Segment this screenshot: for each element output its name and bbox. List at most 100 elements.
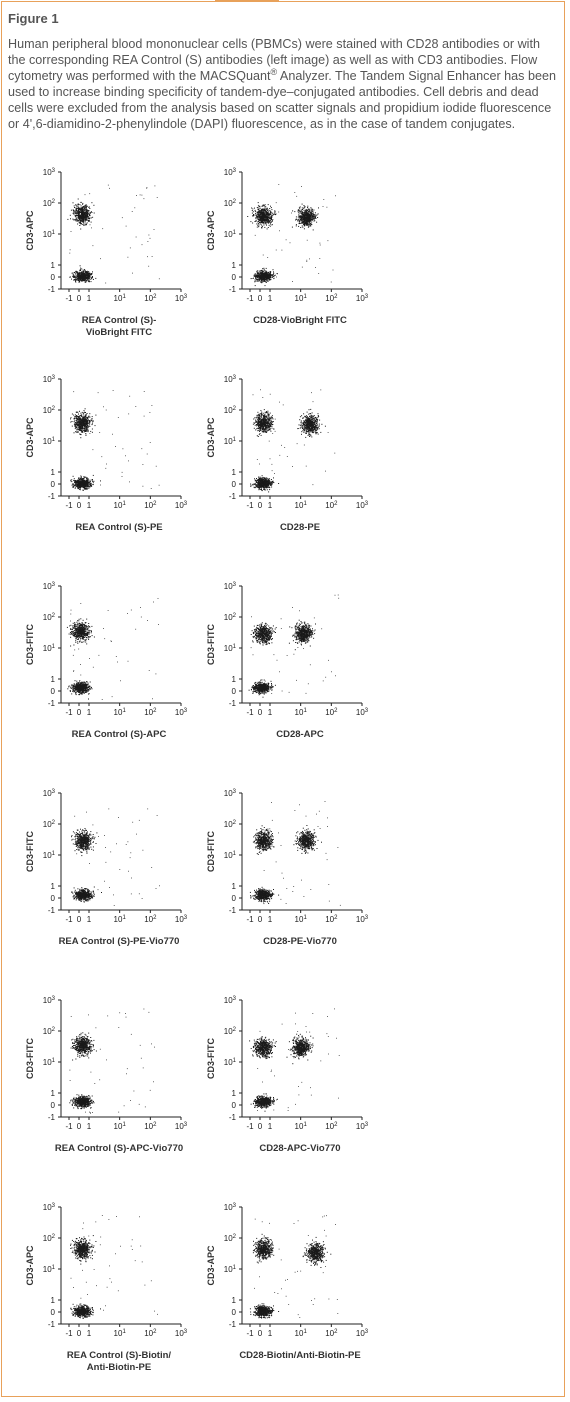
event-dot xyxy=(84,415,86,417)
event-dot xyxy=(81,431,83,433)
event-dot xyxy=(86,213,88,215)
event-dot xyxy=(266,215,268,217)
event-dot xyxy=(77,487,79,489)
event-dot xyxy=(257,422,259,423)
event-dot xyxy=(271,417,273,418)
event-dot xyxy=(263,272,265,274)
event-dot xyxy=(91,418,93,419)
event-dot xyxy=(95,414,97,416)
event-dot xyxy=(85,208,87,210)
event-dot xyxy=(259,277,261,279)
event-dot xyxy=(258,205,260,207)
event-dot xyxy=(85,277,86,279)
event-dot xyxy=(90,482,92,484)
event-dot xyxy=(87,215,89,217)
event-dot xyxy=(315,429,317,431)
event-dot xyxy=(83,220,85,222)
event-dot xyxy=(79,483,81,485)
event-dot xyxy=(260,426,262,428)
event-dot xyxy=(301,207,303,209)
y-tick-label: 0 xyxy=(232,273,237,282)
event-dot xyxy=(267,424,269,426)
event-dot xyxy=(76,482,78,484)
event-dot xyxy=(78,278,80,280)
event-dot xyxy=(315,417,317,418)
event-dot xyxy=(77,275,79,277)
event-dot xyxy=(250,484,252,486)
event-dot xyxy=(85,485,87,487)
event-dot xyxy=(316,418,318,420)
event-dot xyxy=(85,275,87,276)
event-dot xyxy=(84,484,86,486)
event-dot xyxy=(310,426,312,428)
event-dot xyxy=(272,274,274,276)
event-dot xyxy=(314,428,315,429)
event-dot xyxy=(302,226,304,228)
event-dot xyxy=(313,422,315,424)
event-dot xyxy=(91,423,93,425)
event-dot xyxy=(82,221,84,223)
event-dot xyxy=(76,429,78,431)
event-dot xyxy=(92,271,93,273)
event-dot xyxy=(315,421,317,422)
event-dot xyxy=(255,212,257,214)
x-tick-label: 103 xyxy=(356,294,369,303)
event-dot xyxy=(77,219,79,221)
event-dot xyxy=(85,418,87,420)
event-dot xyxy=(306,221,308,223)
event-dot xyxy=(255,220,257,222)
event-dot xyxy=(270,217,271,219)
event-dot xyxy=(260,276,262,277)
event-dot xyxy=(78,209,79,211)
event-dot xyxy=(268,277,270,279)
event-dot xyxy=(82,214,84,216)
event-dot xyxy=(317,413,319,415)
event-dot xyxy=(300,227,302,228)
event-dot xyxy=(311,221,313,223)
event-dot xyxy=(73,485,75,487)
event-dot xyxy=(267,219,269,220)
x-tick-label: 101 xyxy=(114,294,127,303)
event-dot xyxy=(81,277,83,279)
event-dot xyxy=(270,275,272,276)
event-dot xyxy=(253,427,255,429)
event-dot xyxy=(306,222,308,224)
event-dot xyxy=(268,420,270,422)
event-dot xyxy=(151,256,153,257)
event-dot xyxy=(255,217,257,219)
event-dot xyxy=(77,278,79,279)
event-dot xyxy=(267,426,269,428)
event-dot xyxy=(85,272,86,274)
event-dot xyxy=(256,424,257,425)
event-dot xyxy=(89,193,91,195)
event-dot xyxy=(75,431,77,433)
event-dot xyxy=(260,215,262,217)
event-dot xyxy=(83,205,85,207)
event-dot xyxy=(88,218,90,219)
event-dot xyxy=(73,421,75,423)
figure-title: Figure 1 xyxy=(8,11,59,26)
event-dot xyxy=(89,481,91,483)
event-dot xyxy=(83,276,84,278)
event-dot xyxy=(84,222,86,224)
event-dot xyxy=(261,213,263,215)
event-dot xyxy=(269,271,271,272)
event-dot xyxy=(298,214,300,216)
event-dot xyxy=(303,221,305,223)
event-dot xyxy=(309,217,311,219)
event-dot xyxy=(304,426,306,428)
event-dot xyxy=(264,423,266,425)
event-dot xyxy=(80,223,82,225)
event-dot xyxy=(87,419,89,421)
event-dot xyxy=(264,271,266,273)
event-dot xyxy=(85,209,87,211)
event-dot xyxy=(86,419,88,421)
event-dot xyxy=(263,215,265,217)
event-dot xyxy=(149,237,151,239)
event-dot xyxy=(86,222,88,224)
event-dot xyxy=(306,216,308,218)
dot-cloud xyxy=(250,389,336,493)
event-dot xyxy=(308,215,310,217)
